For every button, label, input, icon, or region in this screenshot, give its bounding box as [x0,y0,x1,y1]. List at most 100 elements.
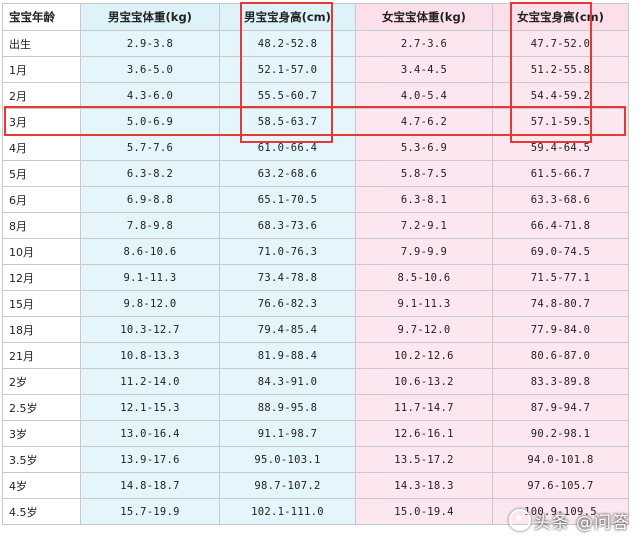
table-row: 2.5岁 12.1-15.3 88.9-95.8 11.7-14.7 87.9-94.7 [2,394,629,421]
girl-weight-cell: 14.3-18.3 [355,472,493,499]
girl-height-cell: 54.4-59.2 [492,82,629,109]
girl-weight-cell: 10.6-13.2 [355,368,493,395]
age-cell: 18月 [2,316,81,343]
age-cell: 3岁 [2,420,81,447]
girl-height-cell: 74.8-80.7 [492,290,629,317]
table-row: 4岁 14.8-18.7 98.7-107.2 14.3-18.3 97.6-105.7 [2,472,629,499]
table-row: 4.5岁 15.7-19.9 102.1-111.0 15.0-19.4 100.9-1… [2,498,629,525]
boy-weight-cell: 4.3-6.0 [80,82,220,109]
boy-height-cell: 63.2-68.6 [219,160,356,187]
girl-weight-cell: 8.5-10.6 [355,264,493,291]
table-row: 3.5岁 13.9-17.6 95.0-103.1 13.5-17.2 94.0-101… [2,446,629,473]
boy-weight-cell: 13.9-17.6 [80,446,220,473]
girl-height-cell: 66.4-71.8 [492,212,629,239]
girl-height-cell: 83.3-89.8 [492,368,629,395]
age-cell: 8月 [2,212,81,239]
boy-weight-cell: 3.6-5.0 [80,56,220,83]
age-cell: 3月 [2,108,81,135]
table-row: 3月 5.0-6.9 58.5-63.7 4.7-6.2 57.1-59.5 [2,108,629,135]
table-header-row: 宝宝年龄 男宝宝体重(kg) 男宝宝身高(cm) 女宝宝体重(kg) 女宝宝身高… [2,3,629,31]
boy-height-cell: 48.2-52.8 [219,30,356,57]
boy-weight-cell: 15.7-19.9 [80,498,220,525]
girl-weight-cell: 5.3-6.9 [355,134,493,161]
table-row: 12月 9.1-11.3 73.4-78.8 8.5-10.6 71.5-77.1 [2,264,629,291]
girl-height-cell: 97.6-105.7 [492,472,629,499]
girl-weight-cell: 12.6-16.1 [355,420,493,447]
girl-height-cell: 59.4-64.5 [492,134,629,161]
table-row: 18月 10.3-12.7 79.4-85.4 9.7-12.0 77.9-84.0 [2,316,629,343]
age-cell: 15月 [2,290,81,317]
girl-height-cell: 47.7-52.0 [492,30,629,57]
boy-weight-cell: 6.3-8.2 [80,160,220,187]
girl-height-cell: 80.6-87.0 [492,342,629,369]
boy-height-cell: 95.0-103.1 [219,446,356,473]
table-row: 4月 5.7-7.6 61.0-66.4 5.3-6.9 59.4-64.5 [2,134,629,161]
table-row: 2月 4.3-6.0 55.5-60.7 4.0-5.4 54.4-59.2 [2,82,629,109]
header-girl-weight: 女宝宝体重(kg) [355,3,493,31]
girl-height-cell: 63.3-68.6 [492,186,629,213]
table-row: 10月 8.6-10.6 71.0-76.3 7.9-9.9 69.0-74.5 [2,238,629,265]
boy-height-cell: 102.1-111.0 [219,498,356,525]
boy-height-cell: 52.1-57.0 [219,56,356,83]
girl-weight-cell: 10.2-12.6 [355,342,493,369]
table-body: 出生 2.9-3.8 48.2-52.8 2.7-3.6 47.7-52.0 1月 3.6-… [2,30,629,525]
girl-height-cell: 57.1-59.5 [492,108,629,135]
table-row: 2岁 11.2-14.0 84.3-91.0 10.6-13.2 83.3-89.8 [2,368,629,395]
girl-weight-cell: 6.3-8.1 [355,186,493,213]
age-cell: 5月 [2,160,81,187]
boy-height-cell: 61.0-66.4 [219,134,356,161]
boy-height-cell: 58.5-63.7 [219,108,356,135]
girl-height-cell: 90.2-98.1 [492,420,629,447]
girl-weight-cell: 9.1-11.3 [355,290,493,317]
girl-weight-cell: 11.7-14.7 [355,394,493,421]
girl-weight-cell: 13.5-17.2 [355,446,493,473]
table-row: 6月 6.9-8.8 65.1-70.5 6.3-8.1 63.3-68.6 [2,186,629,213]
age-cell: 4岁 [2,472,81,499]
boy-height-cell: 79.4-85.4 [219,316,356,343]
camera-icon [508,509,531,531]
table-row: 出生 2.9-3.8 48.2-52.8 2.7-3.6 47.7-52.0 [2,30,629,57]
boy-weight-cell: 9.8-12.0 [80,290,220,317]
girl-weight-cell: 2.7-3.6 [355,30,493,57]
watermark: 头条 @问答 [508,508,630,533]
boy-weight-cell: 6.9-8.8 [80,186,220,213]
age-cell: 2岁 [2,368,81,395]
table-row: 8月 7.8-9.8 68.3-73.6 7.2-9.1 66.4-71.8 [2,212,629,239]
age-cell: 21月 [2,342,81,369]
boy-weight-cell: 5.7-7.6 [80,134,220,161]
watermark-text: 头条 @问答 [533,513,630,533]
boy-height-cell: 98.7-107.2 [219,472,356,499]
boy-weight-cell: 9.1-11.3 [80,264,220,291]
girl-height-cell: 51.2-55.8 [492,56,629,83]
age-cell: 4.5岁 [2,498,81,525]
boy-weight-cell: 2.9-3.8 [80,30,220,57]
table-row: 15月 9.8-12.0 76.6-82.3 9.1-11.3 74.8-80.7 [2,290,629,317]
age-cell: 1月 [2,56,81,83]
table-row: 3岁 13.0-16.4 91.1-98.7 12.6-16.1 90.2-98.1 [2,420,629,447]
girl-weight-cell: 3.4-4.5 [355,56,493,83]
girl-weight-cell: 9.7-12.0 [355,316,493,343]
girl-height-cell: 61.5-66.7 [492,160,629,187]
boy-weight-cell: 13.0-16.4 [80,420,220,447]
girl-weight-cell: 7.2-9.1 [355,212,493,239]
boy-height-cell: 81.9-88.4 [219,342,356,369]
header-age: 宝宝年龄 [2,3,81,31]
girl-weight-cell: 5.8-7.5 [355,160,493,187]
boy-height-cell: 91.1-98.7 [219,420,356,447]
girl-weight-cell: 7.9-9.9 [355,238,493,265]
age-cell: 12月 [2,264,81,291]
boy-weight-cell: 12.1-15.3 [80,394,220,421]
girl-weight-cell: 4.0-5.4 [355,82,493,109]
age-cell: 2.5岁 [2,394,81,421]
boy-height-cell: 76.6-82.3 [219,290,356,317]
girl-height-cell: 71.5-77.1 [492,264,629,291]
header-boy-weight: 男宝宝体重(kg) [80,3,220,31]
age-cell: 出生 [2,30,81,57]
age-cell: 3.5岁 [2,446,81,473]
age-cell: 2月 [2,82,81,109]
table-row: 5月 6.3-8.2 63.2-68.6 5.8-7.5 61.5-66.7 [2,160,629,187]
boy-height-cell: 88.9-95.8 [219,394,356,421]
girl-weight-cell: 15.0-19.4 [355,498,493,525]
boy-weight-cell: 5.0-6.9 [80,108,220,135]
boy-height-cell: 84.3-91.0 [219,368,356,395]
